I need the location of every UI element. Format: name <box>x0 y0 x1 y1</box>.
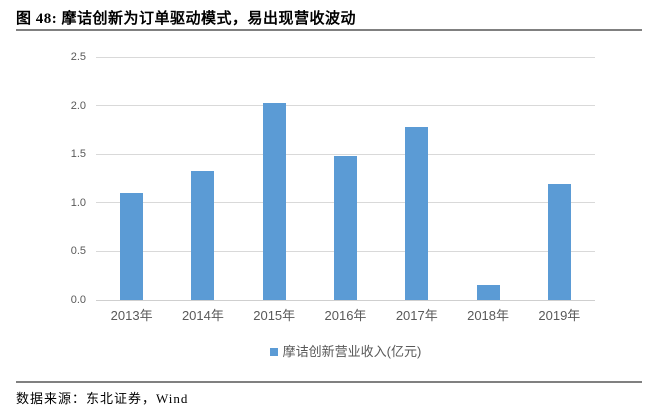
data-source-note: 数据来源：东北证券，Wind <box>16 391 189 406</box>
y-axis-tick-label: 1.5 <box>70 148 86 161</box>
bar-2015年 <box>262 102 286 300</box>
x-axis-tick-label: 2013年 <box>110 308 153 323</box>
x-axis-tick-label: 2014年 <box>181 308 224 323</box>
bar-2016年 <box>334 156 357 300</box>
x-axis-tick-label: 2016年 <box>324 308 367 323</box>
legend-color-swatch <box>269 347 278 356</box>
bar-chart: 0.0 0.5 1.0 1.5 2.0 2.5 2013年 2014年 2015年 2016年 20… <box>70 51 595 323</box>
legend-series-label: 摩诘创新营业收入(亿元) <box>282 344 422 359</box>
x-axis-tick-label: 2018年 <box>467 308 510 323</box>
figure-title: 图 48: 摩诘创新为订单驱动模式，易出现营收波动 <box>16 11 356 27</box>
title-divider-line <box>16 29 642 31</box>
chart-legend: 摩诘创新营业收入(亿元) <box>96 344 595 359</box>
bar-2018年 <box>476 285 500 300</box>
bar-2013年 <box>120 193 144 300</box>
bar-2019年 <box>547 184 571 300</box>
bar-2014年 <box>191 170 215 300</box>
gridline <box>96 105 595 107</box>
x-axis-tick-label: 2019年 <box>538 308 581 323</box>
y-axis-tick-label: 1.0 <box>70 196 86 209</box>
x-axis-tick-label: 2015年 <box>253 308 296 323</box>
gridline <box>96 153 595 155</box>
x-axis-tick-label: 2017年 <box>395 308 438 323</box>
y-axis-tick-label: 0.0 <box>70 294 86 306</box>
gridline <box>96 56 595 58</box>
bar-2017年 <box>405 126 429 300</box>
x-axis-line <box>96 299 595 301</box>
footer-divider-line <box>16 381 642 383</box>
y-axis-tick-label: 2.5 <box>70 51 86 63</box>
y-axis-tick-label: 2.0 <box>70 99 86 112</box>
y-axis-tick-label: 0.5 <box>70 245 86 258</box>
